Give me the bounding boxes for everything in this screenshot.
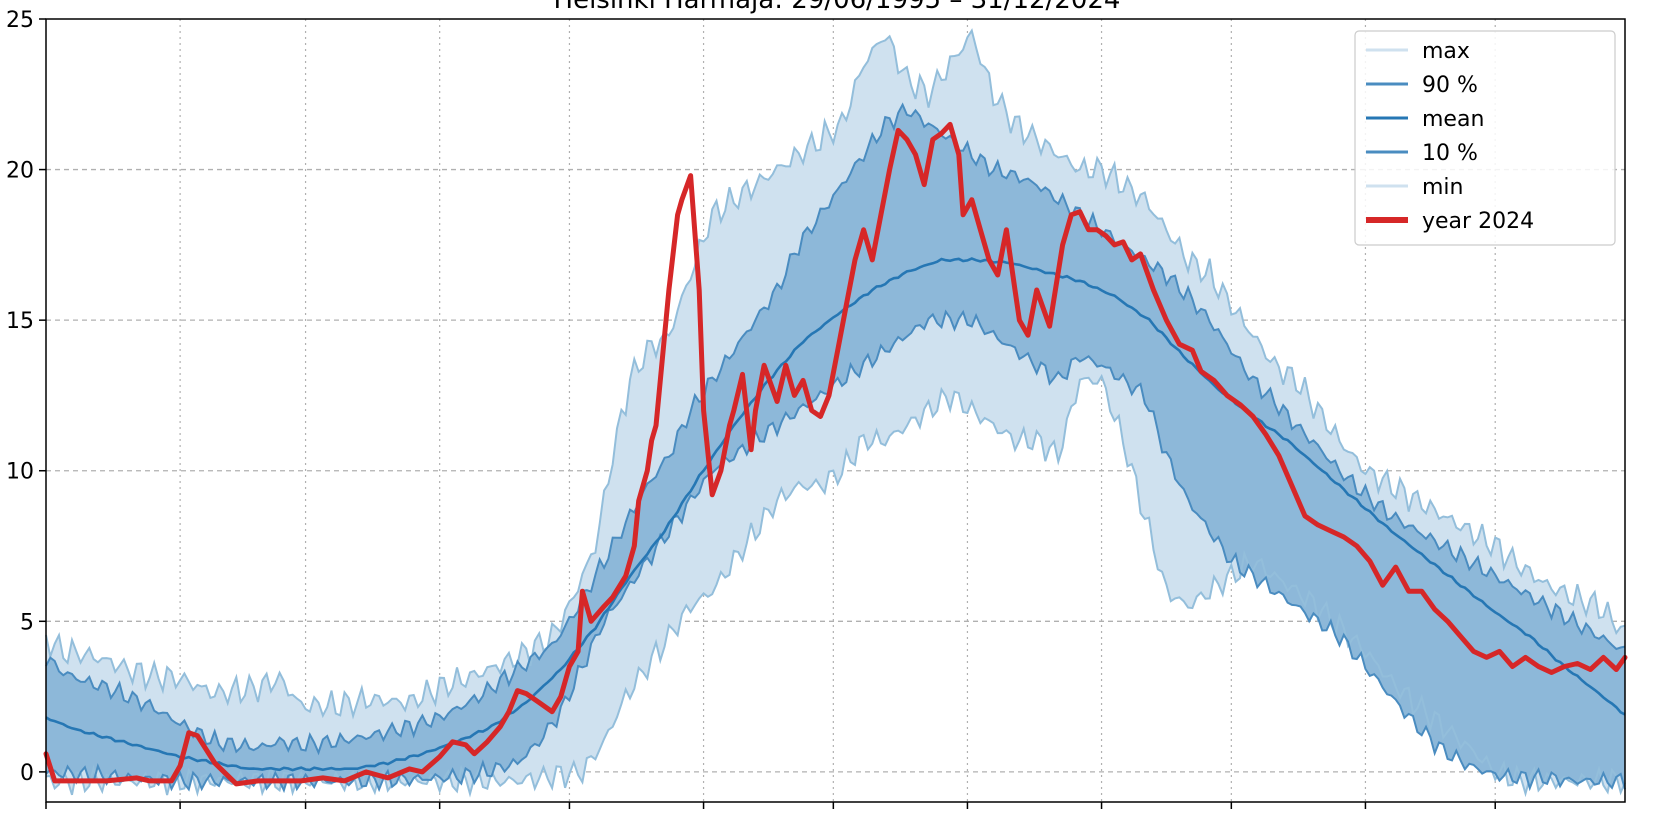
outer-band bbox=[46, 30, 1625, 796]
series-line-min bbox=[45, 373, 1626, 798]
axes: 0 5 10 15 20 25 bbox=[6, 8, 1496, 809]
legend-label: mean bbox=[1422, 107, 1484, 132]
legend-label: 90 % bbox=[1422, 73, 1478, 98]
inner-band bbox=[46, 104, 1625, 791]
legend-label: min bbox=[1422, 175, 1464, 200]
y-tick-label: 5 bbox=[20, 610, 34, 635]
series-line-90 bbox=[45, 102, 1626, 756]
series-line-year-2024 bbox=[43, 121, 1628, 787]
y-tick-label: 0 bbox=[20, 761, 34, 786]
chart-title: Helsinki Harmaja: 29/06/1995 – 31/12/202… bbox=[554, 0, 1121, 15]
plot-frame bbox=[45, 18, 1626, 803]
y-tick-label: 15 bbox=[6, 309, 34, 334]
series-line-mean bbox=[45, 257, 1626, 772]
series-lines bbox=[43, 28, 1628, 798]
legend: max 90 % mean 10 % min year 2024 bbox=[1354, 30, 1616, 246]
y-tick-label: 10 bbox=[6, 460, 34, 485]
legend-box bbox=[1354, 30, 1616, 246]
y-tick-label: 25 bbox=[6, 8, 34, 33]
bands bbox=[46, 30, 1625, 796]
legend-label: max bbox=[1422, 39, 1470, 64]
series-line-max bbox=[45, 28, 1626, 720]
y-tick-label: 20 bbox=[6, 159, 34, 184]
legend-label: 10 % bbox=[1422, 141, 1478, 166]
legend-label: year 2024 bbox=[1422, 209, 1534, 234]
